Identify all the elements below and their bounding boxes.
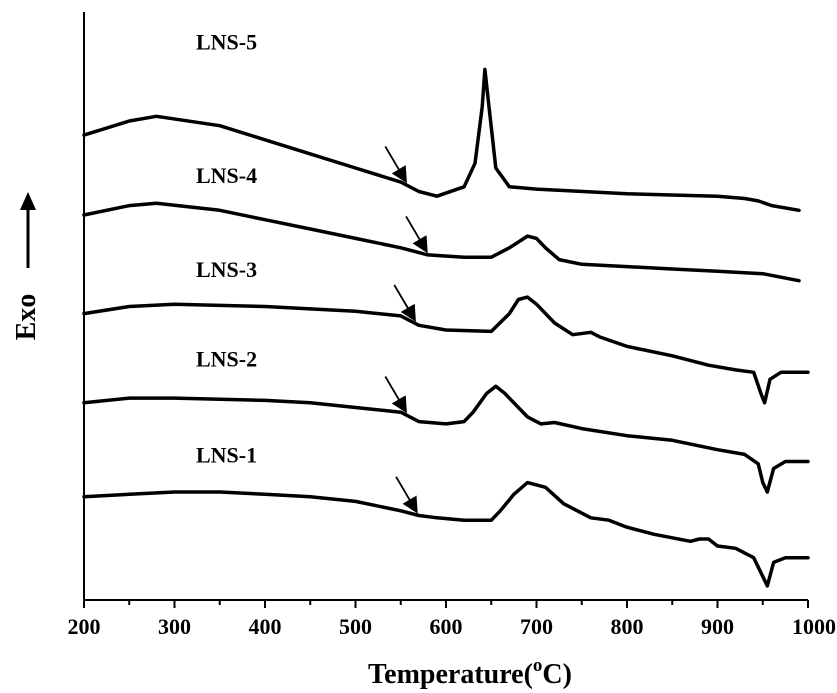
x-tick-label-300: 300	[158, 614, 191, 639]
transition-arrow-lns-5	[384, 145, 407, 184]
transition-arrow-lns-2	[384, 376, 407, 414]
x-ticks: 200 300 400 500 600 700 800 900 1000	[68, 600, 836, 639]
series-labels: LNS-5 LNS-4 LNS-3 LNS-2 LNS-1	[196, 29, 257, 467]
curve-lns-2	[82, 384, 810, 494]
x-tick-label-600: 600	[430, 614, 463, 639]
y-axis-title-group: Exo	[11, 294, 42, 341]
series-label-lns-4: LNS-4	[196, 163, 257, 188]
transition-markers	[384, 145, 428, 514]
curve-lns-3	[82, 295, 810, 405]
curves-layer	[82, 67, 810, 588]
x-tick-label-1000: 1000	[792, 614, 836, 639]
curve-lns-4	[82, 201, 801, 283]
x-tick-label-400: 400	[249, 614, 282, 639]
series-label-lns-2: LNS-2	[196, 346, 257, 371]
exo-direction-arrow	[20, 192, 36, 268]
x-tick-label-500: 500	[339, 614, 372, 639]
curve-lns-5	[82, 67, 801, 213]
transition-arrow-lns-4	[405, 215, 428, 254]
y-axis-title: Exo	[11, 294, 42, 341]
curve-lns-1	[82, 480, 810, 588]
series-label-lns-5: LNS-5	[196, 29, 257, 54]
series-label-lns-1: LNS-1	[196, 443, 257, 468]
exo-arrow-head	[20, 192, 36, 210]
x-tick-label-900: 900	[701, 614, 734, 639]
transition-arrow-lns-3	[393, 284, 416, 322]
transition-arrow-lns-1	[395, 476, 418, 514]
series-label-lns-3: LNS-3	[196, 257, 257, 282]
x-tick-label-200: 200	[68, 614, 101, 639]
x-tick-label-700: 700	[520, 614, 553, 639]
x-tick-label-800: 800	[611, 614, 644, 639]
x-axis-title: Temperature(oC)	[368, 655, 572, 690]
